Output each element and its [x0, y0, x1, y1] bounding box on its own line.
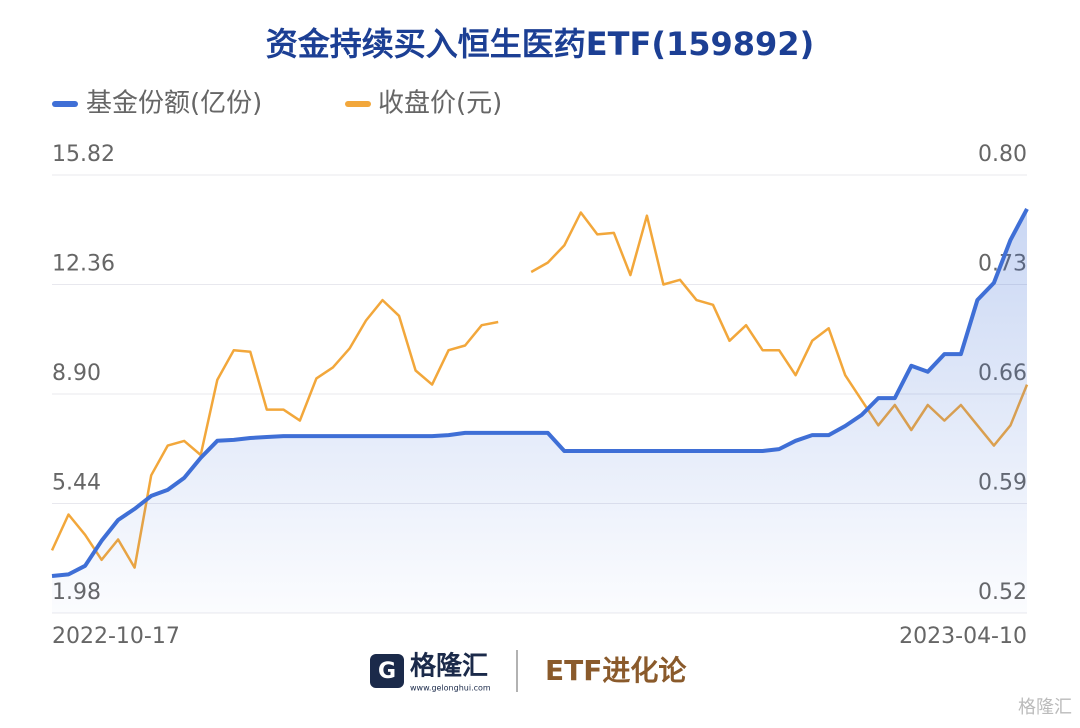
brand-url: www.gelonghui.com — [410, 684, 491, 693]
footer: G 格隆汇 www.gelonghui.com ETF进化论 格隆汇 — [370, 650, 1072, 718]
area — [52, 208, 1027, 613]
y2-tick-label: 0.80 — [978, 142, 1027, 167]
chart-title: 资金持续买入恒生医药ETF(159892) — [266, 25, 814, 63]
x-tick-label: 2022-10-17 — [52, 624, 180, 649]
column-name: ETF进化论 — [545, 654, 687, 687]
series-line — [51, 207, 1029, 578]
y-tick-label: 5.44 — [52, 471, 101, 496]
x-tick-label: 2023-04-10 — [899, 624, 1027, 649]
logo-icon — [370, 654, 404, 688]
y-tick-label: 12.36 — [52, 252, 115, 277]
y-tick-label: 15.82 — [52, 142, 115, 167]
logo-mark: G — [378, 659, 396, 684]
legend-label: 基金份额(亿份) — [86, 89, 262, 119]
y-tick-label: 8.90 — [52, 361, 101, 386]
brand: 格隆汇 — [410, 651, 488, 682]
plot-area: 1.985.448.9012.3615.820.520.590.660.730.… — [50, 142, 1029, 649]
watermark: 格隆汇 — [1018, 697, 1072, 718]
legend-label: 收盘价(元) — [378, 89, 502, 119]
